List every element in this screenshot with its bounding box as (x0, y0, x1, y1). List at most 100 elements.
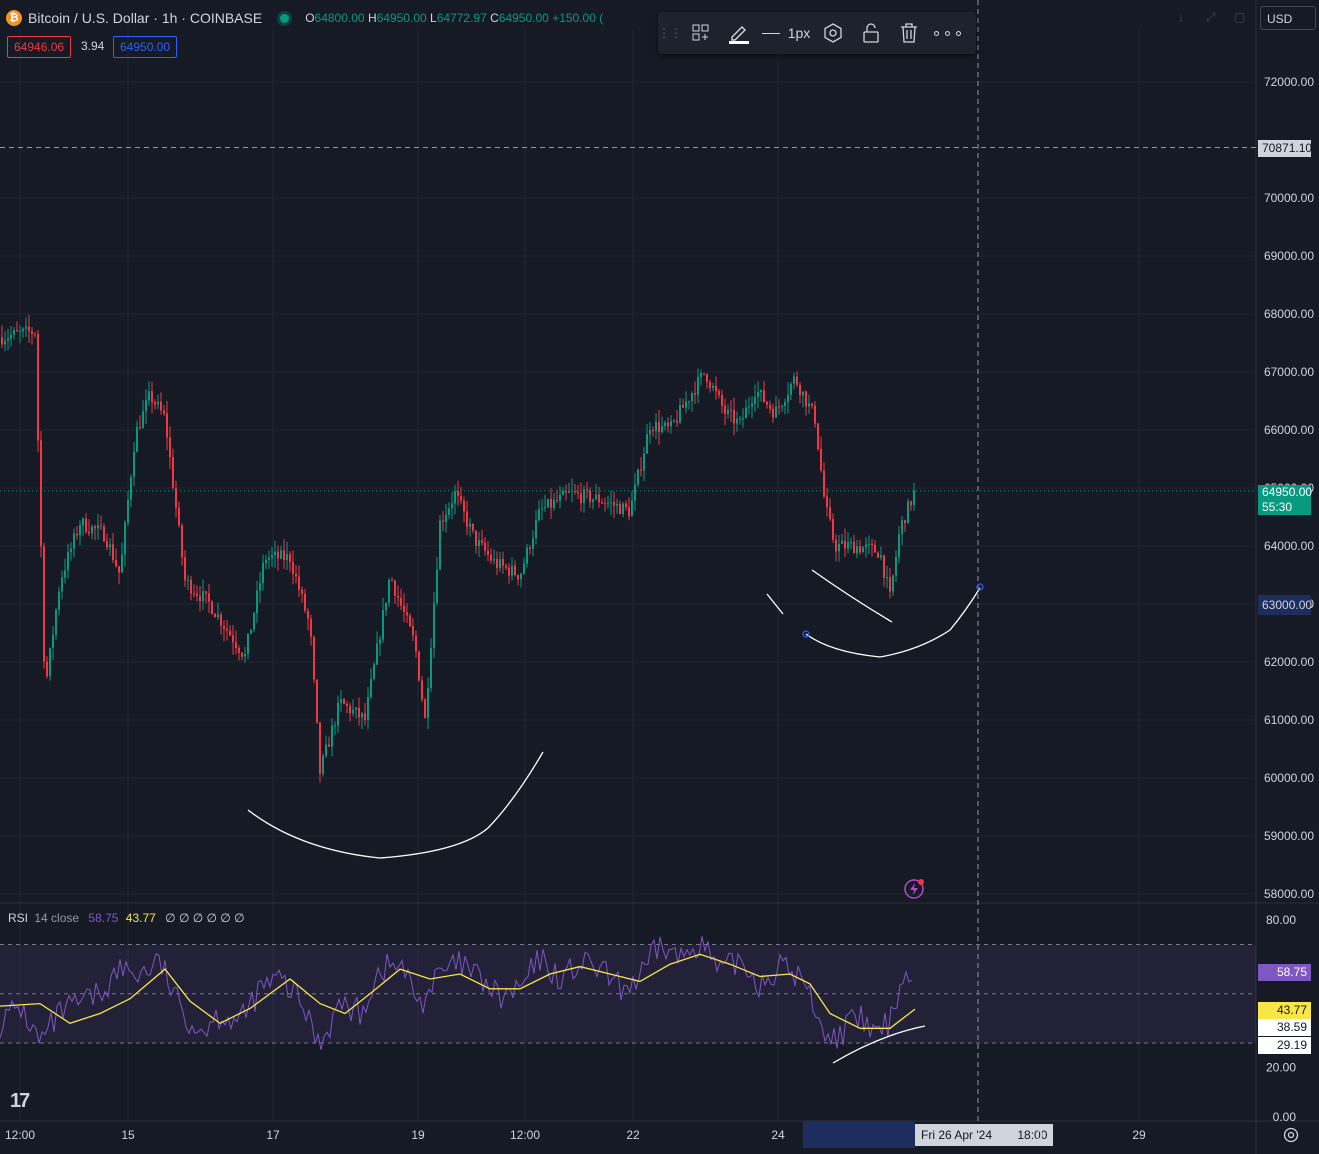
candle-body (823, 470, 825, 497)
sell-price-button[interactable]: 64946.06 (7, 36, 72, 58)
low-value: 64772.97 (436, 11, 487, 25)
time-tick-label: 17 (266, 1128, 280, 1142)
scroll-down-icon[interactable]: ↓ (1178, 10, 1184, 24)
currency-select[interactable]: USD (1260, 6, 1316, 30)
candle-body (310, 618, 312, 637)
rsi-label[interactable]: RSI (8, 911, 29, 925)
candle-body (865, 544, 867, 548)
last-price-tag: 64950.00 (1258, 485, 1312, 500)
candle-body (787, 394, 789, 403)
rsi-tick-label: 0.00 (1273, 1110, 1297, 1124)
candle-body (397, 595, 399, 598)
candle-body (517, 574, 519, 580)
candlestick-series (1, 314, 915, 783)
candle-body (733, 410, 735, 424)
candle-body (34, 333, 36, 335)
price-tick-label: 67000.00 (1264, 365, 1314, 379)
candle-body (811, 403, 813, 406)
rsi-d-tag: 29.19 (1258, 1037, 1311, 1054)
alert-lightning-icon[interactable] (903, 878, 924, 899)
template-icon[interactable] (682, 12, 720, 54)
candle-body (94, 526, 96, 529)
candle-body (790, 383, 792, 395)
candle-body (676, 420, 678, 423)
candle-body (907, 501, 909, 524)
candle-body (85, 518, 87, 532)
line-width-button[interactable]: 1px (758, 12, 814, 54)
candle-body (355, 707, 357, 710)
candle-body (280, 550, 282, 559)
time-tick-label: 12:00 (510, 1128, 540, 1142)
maximize-icon[interactable]: ⤢ (1206, 10, 1216, 24)
more-icon[interactable]: ∘∘∘ (931, 25, 965, 42)
candle-body (430, 647, 432, 689)
candle-body (352, 709, 354, 714)
candle-body (619, 503, 621, 515)
candle-body (322, 755, 324, 774)
candle-body (691, 393, 693, 402)
spread-value: 3.94 (81, 39, 105, 53)
buy-price-button[interactable]: 64950.00 (113, 36, 178, 58)
candle-body (7, 338, 9, 341)
rsi-ma-tag: 43.77 (1258, 1002, 1311, 1019)
candle-body (739, 418, 741, 420)
candle-body (427, 688, 429, 718)
candle-body (55, 609, 57, 635)
candle-body (319, 722, 321, 774)
symbol-header: ₿ Bitcoin / U.S. Dollar · 1h · COINBASE … (6, 8, 603, 28)
candle-body (370, 679, 372, 698)
restore-icon[interactable]: ▢ (1234, 10, 1246, 24)
rsi-params: 14 close (34, 911, 80, 925)
candle-body (838, 543, 840, 552)
candle-body (706, 374, 708, 383)
candle-body (814, 405, 816, 424)
candle-body (868, 543, 870, 545)
pencil-icon[interactable] (720, 12, 758, 54)
tradingview-logo[interactable]: 17 (10, 1090, 30, 1112)
candle-body (748, 406, 750, 408)
drag-handle-icon[interactable]: ⋮⋮ (658, 26, 682, 40)
candle-body (199, 595, 201, 602)
candle-body (124, 522, 126, 555)
candle-body (268, 557, 270, 560)
candle-body (670, 420, 672, 427)
candle-body (496, 559, 498, 569)
rsi-pane (0, 936, 1256, 1050)
candle-body (520, 573, 522, 580)
candle-body (844, 540, 846, 549)
candle-body (514, 565, 516, 575)
candle-body (703, 373, 705, 375)
candle-body (832, 519, 834, 540)
candle-body (265, 559, 267, 563)
candle-body (553, 499, 555, 508)
candle-body (808, 403, 810, 407)
open-label: O (305, 11, 315, 25)
candle-body (403, 605, 405, 613)
candle-body (658, 421, 660, 432)
candle-body (232, 635, 234, 643)
rsi-ma-line (0, 953, 916, 1029)
candle-body (595, 494, 597, 500)
trash-icon[interactable] (890, 12, 928, 54)
axis-settings-icon[interactable] (1282, 1126, 1300, 1149)
candle-body (25, 326, 27, 329)
candle-body (106, 541, 108, 548)
candle-body (418, 651, 420, 681)
candle-body (361, 713, 363, 718)
price-axis: 72000.00 70000.00 69000.00 68000.00 67000.00… (5, 75, 1314, 1142)
candle-body (631, 500, 633, 517)
candle-body (628, 507, 630, 517)
candle-body (16, 330, 18, 332)
settings-icon[interactable] (814, 12, 852, 54)
crosshair-time-tag: Fri 26 Apr '24 18:00 (915, 1124, 1054, 1146)
candle-body (172, 457, 174, 488)
candle-body (745, 407, 747, 419)
candle-body (859, 546, 861, 553)
time-tick-label: 19 (411, 1128, 425, 1142)
lock-icon[interactable] (852, 12, 890, 54)
candle-body (481, 540, 483, 543)
crosshair-price-tag: 70871.10 (1258, 140, 1312, 157)
symbol-title[interactable]: Bitcoin / U.S. Dollar · 1h · COINBASE (28, 10, 263, 26)
